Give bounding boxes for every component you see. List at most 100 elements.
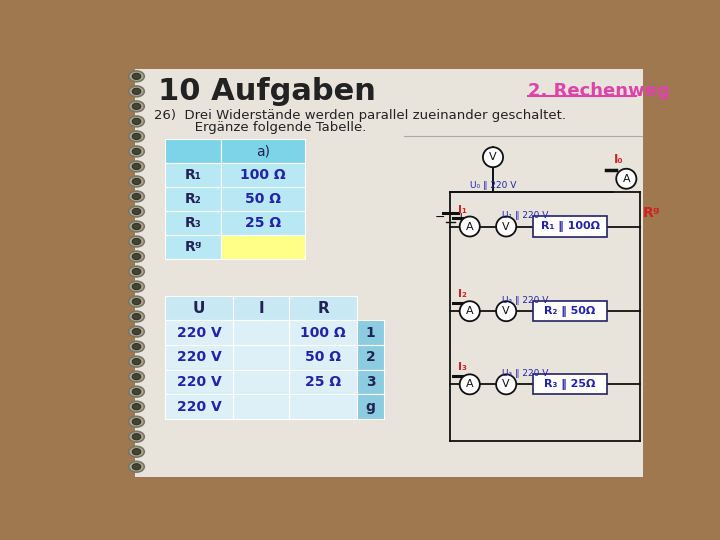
FancyBboxPatch shape [221, 139, 305, 164]
Text: 220 V: 220 V [177, 375, 222, 389]
Ellipse shape [129, 461, 144, 472]
Ellipse shape [132, 389, 141, 395]
FancyBboxPatch shape [289, 296, 357, 320]
Ellipse shape [132, 208, 141, 214]
FancyBboxPatch shape [233, 345, 289, 370]
Text: V: V [503, 379, 510, 389]
FancyBboxPatch shape [534, 374, 607, 394]
Ellipse shape [132, 464, 141, 470]
Ellipse shape [129, 86, 144, 97]
FancyBboxPatch shape [233, 320, 289, 345]
FancyBboxPatch shape [357, 320, 384, 345]
Text: 2. Rechenweg: 2. Rechenweg [528, 82, 670, 100]
Ellipse shape [129, 341, 144, 352]
Ellipse shape [129, 251, 144, 262]
Ellipse shape [129, 146, 144, 157]
Text: 220 V: 220 V [177, 400, 222, 414]
Text: R₂ ‖ 50Ω: R₂ ‖ 50Ω [544, 306, 595, 316]
FancyBboxPatch shape [165, 187, 221, 211]
FancyBboxPatch shape [357, 370, 384, 394]
FancyBboxPatch shape [165, 345, 233, 370]
Ellipse shape [129, 71, 144, 82]
FancyBboxPatch shape [165, 164, 221, 187]
Circle shape [496, 374, 516, 394]
Circle shape [459, 301, 480, 321]
Circle shape [459, 217, 480, 237]
Ellipse shape [132, 374, 141, 380]
Text: +: + [456, 211, 467, 224]
Text: Ergänze folgende Tabelle.: Ergänze folgende Tabelle. [165, 121, 366, 134]
Text: I₂: I₂ [458, 289, 467, 299]
FancyBboxPatch shape [233, 394, 289, 419]
Ellipse shape [132, 284, 141, 289]
Text: 3: 3 [366, 375, 375, 389]
Ellipse shape [132, 224, 141, 230]
Text: 50 Ω: 50 Ω [305, 350, 341, 365]
FancyBboxPatch shape [135, 69, 642, 477]
Ellipse shape [132, 118, 141, 125]
Ellipse shape [132, 178, 141, 185]
Text: R₁ ‖ 100Ω: R₁ ‖ 100Ω [541, 221, 600, 232]
Ellipse shape [129, 372, 144, 382]
Text: U₂ ‖ 220 V: U₂ ‖ 220 V [503, 296, 549, 305]
FancyBboxPatch shape [221, 187, 305, 211]
Ellipse shape [129, 386, 144, 397]
Ellipse shape [129, 176, 144, 187]
FancyBboxPatch shape [165, 211, 221, 235]
Ellipse shape [132, 314, 141, 320]
Ellipse shape [132, 359, 141, 364]
Ellipse shape [132, 133, 141, 139]
Text: 2: 2 [366, 350, 375, 365]
Ellipse shape [129, 281, 144, 292]
Text: I: I [258, 301, 264, 315]
FancyBboxPatch shape [165, 370, 233, 394]
Circle shape [459, 374, 480, 394]
Ellipse shape [132, 73, 141, 79]
Text: 50 Ω: 50 Ω [245, 192, 281, 206]
Text: 220 V: 220 V [177, 350, 222, 365]
Text: 100 Ω: 100 Ω [300, 326, 346, 340]
FancyBboxPatch shape [534, 301, 607, 321]
Ellipse shape [132, 103, 141, 110]
Text: U₃ ‖ 220 V: U₃ ‖ 220 V [503, 369, 549, 378]
Ellipse shape [129, 206, 144, 217]
Ellipse shape [132, 148, 141, 154]
Ellipse shape [129, 101, 144, 112]
Ellipse shape [132, 239, 141, 245]
Text: a): a) [256, 144, 270, 158]
FancyBboxPatch shape [289, 394, 357, 419]
Ellipse shape [129, 131, 144, 142]
FancyBboxPatch shape [289, 370, 357, 394]
Text: V: V [503, 221, 510, 232]
Text: −: − [434, 211, 445, 224]
FancyBboxPatch shape [165, 139, 221, 164]
FancyBboxPatch shape [221, 235, 305, 259]
Ellipse shape [132, 449, 141, 455]
FancyBboxPatch shape [289, 320, 357, 345]
Text: Rᵍ: Rᵍ [184, 240, 202, 254]
FancyBboxPatch shape [165, 235, 221, 259]
Ellipse shape [132, 434, 141, 440]
Ellipse shape [129, 161, 144, 172]
Text: 25 Ω: 25 Ω [245, 216, 281, 230]
Ellipse shape [129, 221, 144, 232]
Text: I₃: I₃ [458, 362, 467, 373]
Circle shape [483, 147, 503, 167]
Ellipse shape [129, 296, 144, 307]
Circle shape [496, 217, 516, 237]
Ellipse shape [132, 328, 141, 335]
Text: V: V [489, 152, 497, 162]
Ellipse shape [129, 116, 144, 127]
Ellipse shape [129, 326, 144, 337]
Text: R: R [318, 301, 329, 315]
Ellipse shape [129, 401, 144, 412]
Ellipse shape [132, 193, 141, 200]
Text: I₀: I₀ [613, 153, 624, 166]
Text: 100 Ω: 100 Ω [240, 168, 286, 183]
Ellipse shape [129, 447, 144, 457]
FancyBboxPatch shape [233, 296, 289, 320]
Ellipse shape [129, 236, 144, 247]
FancyBboxPatch shape [357, 345, 384, 370]
FancyBboxPatch shape [221, 164, 305, 187]
Ellipse shape [129, 266, 144, 277]
